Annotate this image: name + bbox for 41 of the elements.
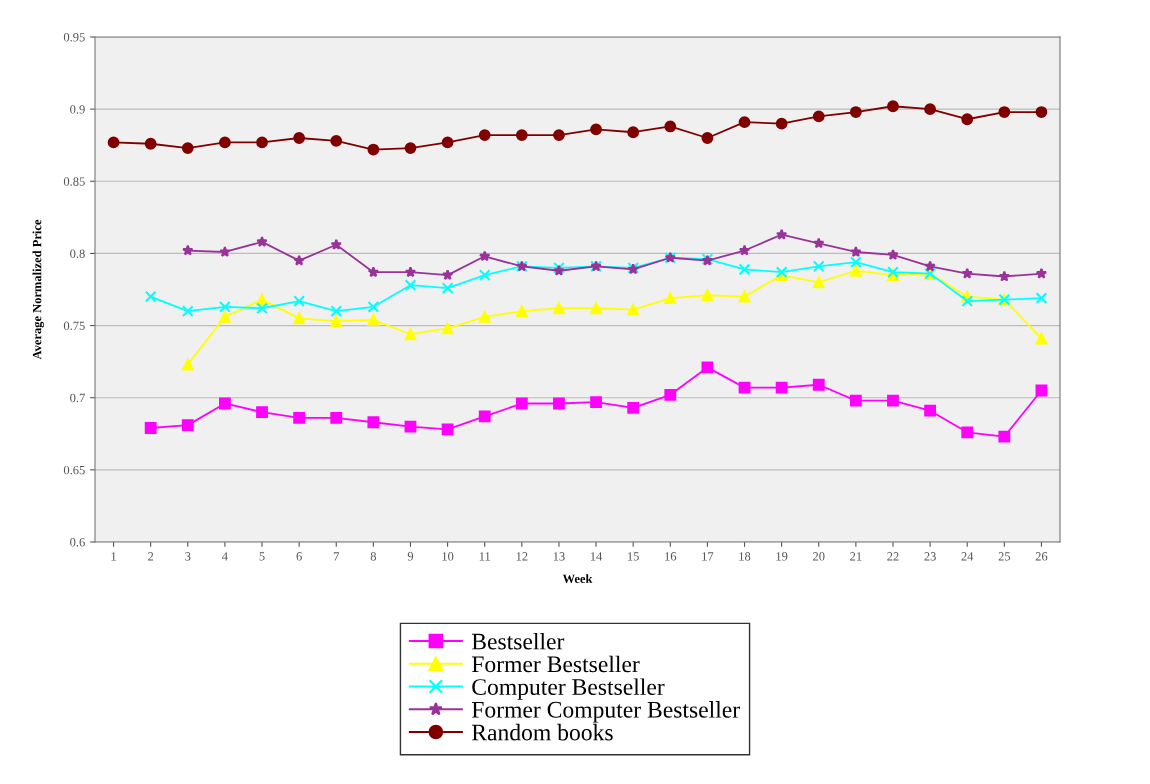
y-axis-title: Average Normalized Price [32,219,44,360]
x-tick-label: 22 [887,552,899,561]
x-tick-label: 16 [665,552,677,561]
x-tick-label: 11 [479,552,490,561]
x-tick-label: 20 [813,552,825,561]
x-tick-label: 8 [370,552,377,561]
x-tick-label: 19 [776,552,788,561]
legend-label: Computer Bestseller [472,678,665,700]
x-tick-label: 5 [259,552,265,561]
x-tick-label: 24 [961,552,974,561]
x-tick-label: 2 [148,552,154,561]
y-tick-label: 0.7 [70,393,85,403]
x-tick-label: 15 [628,552,639,561]
x-tick-label: 10 [442,552,454,561]
y-tick-label: 0.75 [63,321,85,331]
x-tick-label: 6 [296,552,302,561]
x-tick-label: 14 [590,552,603,561]
x-tick-label: 26 [1035,552,1048,561]
y-tick-label: 0.9 [70,105,85,114]
x-tick-label: 12 [516,552,528,561]
x-tick-label: 3 [185,552,191,561]
y-tick-label: 0.85 [63,177,85,186]
x-tick-label: 17 [702,552,714,561]
x-axis-title: Week [562,574,593,584]
legend-label: Former Computer Bestseller [471,701,740,723]
x-tick-label: 13 [553,552,565,561]
x-tick-label: 23 [924,552,936,561]
x-tick-label: 25 [998,552,1011,561]
x-tick-label: 4 [222,552,228,561]
x-tick-label: 18 [739,552,751,561]
legend-label: Former Bestseller [471,655,640,673]
y-tick-label: 0.65 [63,465,85,475]
legend-label: Random books [471,723,613,741]
y-tick-label: 0.8 [70,249,85,258]
x-tick-label: 7 [333,552,340,561]
x-tick-label: 21 [850,552,862,561]
x-tick-label: 1 [111,552,116,561]
legend-label: Bestseller [471,632,565,650]
y-tick-label: 0.95 [63,33,85,42]
x-tick-label: 9 [407,552,414,561]
y-tick-label: 0.6 [70,538,85,547]
